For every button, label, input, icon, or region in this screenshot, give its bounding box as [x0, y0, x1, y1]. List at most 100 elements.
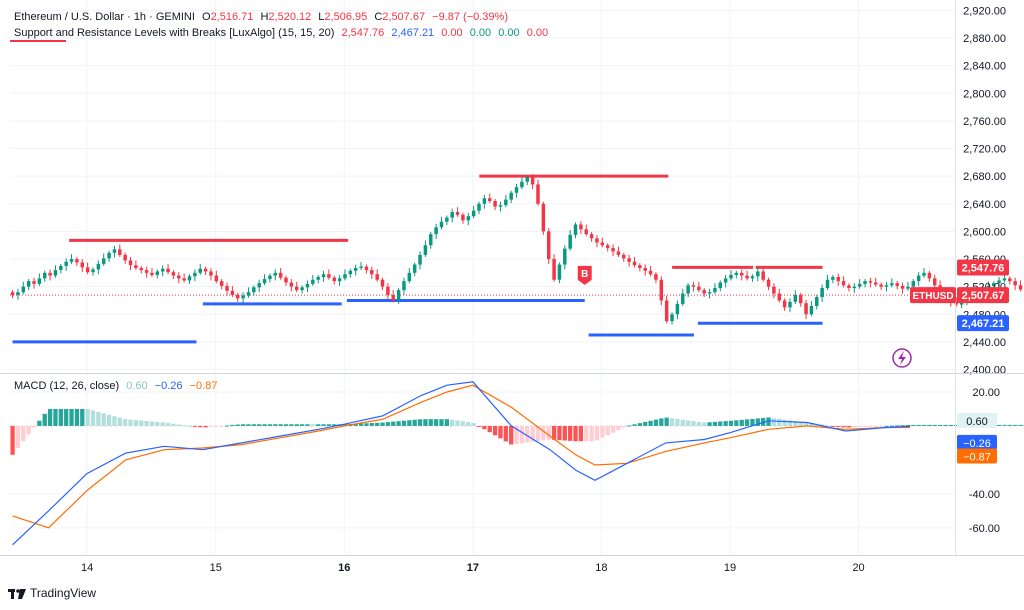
macd-histogram-bar	[519, 425, 525, 444]
tradingview-footer[interactable]: TradingView	[8, 586, 96, 600]
macd-legend[interactable]: MACD (12, 26, close) 0.60 −0.26 −0.87	[14, 380, 221, 392]
macd-histogram-bar	[750, 418, 755, 426]
price-tick-label: 2,840.00	[963, 61, 1006, 73]
candle-body	[455, 212, 460, 215]
indicator-resistance-value: 2,547.76	[341, 27, 385, 39]
candle-body	[504, 199, 508, 206]
indicator-name[interactable]: Support and Resistance Levels with Break…	[14, 27, 335, 39]
candle-body	[21, 286, 26, 293]
candle-body	[820, 288, 824, 298]
candle-body	[402, 281, 406, 291]
candle-body	[487, 198, 492, 202]
candle-body	[691, 285, 696, 287]
macd-histogram-bar	[589, 425, 594, 442]
macd-histogram-bar	[155, 421, 160, 426]
macd-histogram-bar	[240, 424, 246, 426]
macd-histogram-bar	[299, 424, 305, 426]
macd-histogram-bar	[1007, 424, 1012, 426]
macd-histogram-bar	[1002, 424, 1007, 426]
macd-histogram-bar	[219, 425, 224, 427]
candle-body	[616, 251, 621, 255]
open-value: 2,516.71	[210, 11, 254, 23]
candle-body	[723, 278, 728, 283]
candle-body	[118, 249, 122, 255]
macd-histogram-bar	[637, 423, 643, 426]
macd-histogram-bar	[466, 421, 471, 426]
high-value: 2,520.12	[268, 11, 312, 23]
candle-body	[702, 290, 706, 294]
candle-body	[509, 192, 513, 200]
macd-histogram-bar	[15, 425, 21, 448]
candle-body	[927, 272, 932, 279]
macd-histogram-bar	[921, 424, 927, 426]
macd-histogram-bar	[782, 419, 787, 426]
candle-body	[573, 224, 578, 235]
macd-histogram-bar	[69, 408, 74, 426]
macd-histogram-bar	[208, 425, 214, 427]
candle-body	[246, 292, 251, 296]
tradingview-brand[interactable]: TradingView	[30, 586, 97, 600]
macd-name[interactable]: MACD (12, 26, close)	[14, 380, 120, 392]
candle-body	[139, 268, 143, 271]
macd-histogram-bar	[450, 419, 455, 426]
macd-histogram-bar	[214, 425, 219, 427]
macd-histogram-bar	[353, 423, 358, 426]
price-tags[interactable]: 2,547.76 2,507.67 2,467.21 ETHUSD 0.60 −0.26 −…	[910, 259, 1009, 464]
macd-histogram-bar	[594, 425, 600, 441]
macd-histogram-bar	[326, 424, 332, 426]
macd-histogram-bar	[503, 425, 508, 442]
candle-body	[42, 272, 47, 279]
candle-body	[552, 259, 556, 280]
indicator-value-5: 0.00	[498, 27, 520, 39]
macd-histogram-bar	[332, 424, 337, 426]
macd-histogram-bar	[846, 425, 852, 428]
macd-histogram-bar	[198, 425, 203, 428]
macd-histogram-bar	[873, 425, 878, 427]
macd-histogram-bar	[659, 418, 664, 426]
candle-body	[681, 293, 685, 304]
time-tick-label: 20	[852, 562, 864, 574]
candle-body	[359, 266, 363, 269]
candle-body	[622, 254, 626, 259]
macd-histogram-bar	[653, 419, 659, 426]
macd-histogram-bar	[680, 419, 685, 426]
macd-histogram-bar	[868, 425, 873, 427]
candle-body	[418, 254, 422, 265]
macd-histogram-bar	[578, 425, 584, 442]
candles	[10, 174, 1023, 325]
candle-body	[364, 266, 369, 271]
macd-histogram-bar	[171, 423, 176, 426]
macd-histogram-bar	[685, 420, 691, 426]
candle-body	[718, 282, 723, 289]
candle-body	[241, 295, 245, 299]
candle-body	[777, 293, 781, 301]
candle-body	[600, 242, 605, 246]
candle-body	[85, 267, 90, 273]
macd-histogram-bar	[181, 425, 187, 427]
candle-body	[75, 259, 79, 263]
candle-body	[568, 234, 572, 249]
macd-histogram-bar	[798, 421, 803, 426]
symbol-legend[interactable]: Ethereum / U.S. Dollar · 1h · GEMINI O2,…	[14, 11, 512, 23]
macd-histogram-bar	[787, 420, 793, 426]
macd-histogram-bar	[525, 425, 530, 443]
candle-body	[343, 274, 347, 279]
time-tick-label: 17	[467, 562, 479, 574]
macd-histogram-bar	[739, 419, 744, 426]
macd-histogram-bar	[476, 425, 482, 427]
macd-histogram-bar	[573, 425, 578, 442]
candle-body	[713, 288, 717, 293]
last-price-tag: 2,507.67	[962, 290, 1005, 302]
macd-histogram-bar	[766, 417, 771, 426]
candle-body	[64, 261, 68, 266]
indicator-legend[interactable]: Support and Resistance Levels with Break…	[14, 27, 552, 39]
candle-body	[932, 278, 937, 286]
macd-pane	[10, 381, 1024, 546]
candle-body	[48, 272, 52, 276]
candle-body	[209, 271, 213, 276]
symbol-title[interactable]: Ethereum / U.S. Dollar · 1h · GEMINI	[14, 11, 195, 23]
macd-histogram-bar	[444, 419, 449, 426]
candle-body	[284, 277, 288, 283]
candle-body	[670, 314, 674, 322]
candle-body	[739, 272, 744, 276]
